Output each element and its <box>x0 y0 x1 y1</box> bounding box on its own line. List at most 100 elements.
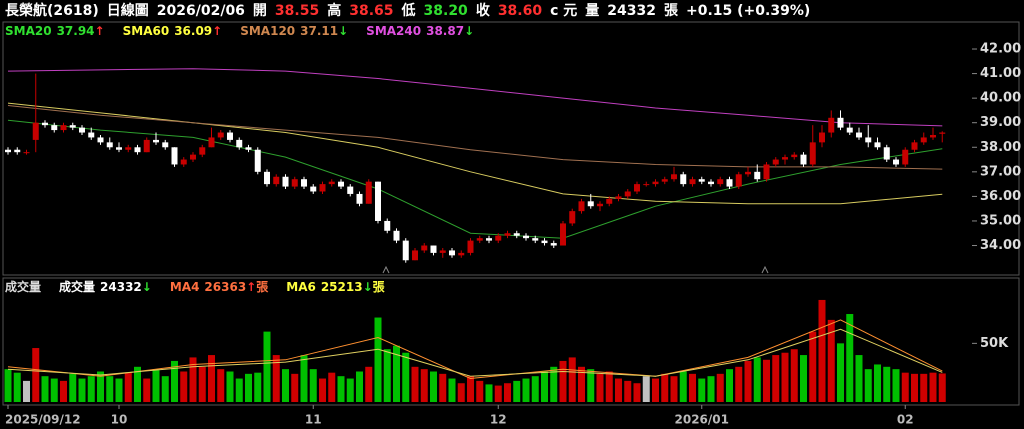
ma-line <box>7 68 943 127</box>
volume-bar <box>883 366 891 402</box>
volume-bar <box>624 380 632 402</box>
legend-value: 37.11 <box>300 24 338 38</box>
volume-bar <box>198 366 206 402</box>
y-tick-label: 42.00 <box>980 42 1021 57</box>
header-item: 38.65 <box>349 3 393 19</box>
header-item: 日線圖 <box>107 2 149 19</box>
candle-body <box>661 179 668 182</box>
legend: SMA20 37.94↑ SMA60 36.09↑ SMA120 37.11↓ SMA240… <box>5 24 474 38</box>
volume-bar <box>763 359 770 402</box>
y-tick-label: 41.00 <box>980 66 1021 81</box>
volume-bar <box>272 355 280 402</box>
volume-bar <box>78 378 86 402</box>
legend-name: SMA60 <box>123 24 170 38</box>
candle-body <box>375 181 381 221</box>
volume-bar <box>513 380 521 402</box>
ma-line <box>7 105 943 170</box>
candle-body <box>430 245 437 253</box>
volume-bar <box>929 372 937 402</box>
volume-bar <box>245 373 252 402</box>
volume-bar <box>837 343 844 402</box>
legend-name: SMA20 <box>5 24 52 38</box>
volume-bar <box>642 376 650 402</box>
volume-bar <box>661 373 669 402</box>
candle-body <box>763 164 770 180</box>
candle-body <box>310 186 317 192</box>
legend-value: 38.87 <box>426 24 464 38</box>
candle-body <box>846 127 853 133</box>
candle-body <box>301 179 307 187</box>
candle-body <box>819 132 825 143</box>
volume-bar <box>328 372 336 402</box>
legend-value: 26363 <box>204 280 246 294</box>
candle-body <box>217 132 224 138</box>
x-tick-label: 10 <box>111 413 128 427</box>
legend-value: 25213 <box>321 280 363 294</box>
price-panel <box>2 21 1020 276</box>
candle-body <box>541 240 548 244</box>
candle-body <box>800 154 807 165</box>
header-item: 38.55 <box>275 3 319 19</box>
candle-body <box>42 122 48 126</box>
candle-body <box>116 147 122 150</box>
volume-bar <box>124 372 132 402</box>
candle-body <box>754 171 761 180</box>
candle-body <box>745 171 751 175</box>
volume-panel <box>2 277 1020 406</box>
candle-body <box>51 125 58 131</box>
volume-bar <box>180 371 188 402</box>
volume-bar <box>13 372 21 402</box>
candle-body <box>384 220 391 231</box>
volume-bar <box>504 383 511 402</box>
legend-name: 成交量 <box>59 279 95 294</box>
candle-body <box>550 243 557 246</box>
candle-body <box>273 176 280 185</box>
volume-bar <box>226 371 234 402</box>
volume-bar <box>874 364 881 402</box>
candle-body <box>245 147 252 150</box>
candle-body <box>14 149 21 153</box>
candle-body <box>532 238 539 241</box>
volume-bar <box>235 378 243 402</box>
legend-arrow: ↓ <box>338 24 348 38</box>
candle-body <box>930 134 936 138</box>
candle-body <box>439 250 446 253</box>
candle-body <box>365 181 372 204</box>
volume-bar <box>439 373 447 402</box>
volume-bar <box>596 373 604 402</box>
candle-body <box>486 238 492 241</box>
volume-bar <box>69 373 77 402</box>
candle-body <box>236 139 243 148</box>
volume-bar <box>476 380 484 402</box>
volume-bar <box>818 299 826 402</box>
volume-bar <box>846 314 854 402</box>
header-item: 38.20 <box>424 3 469 19</box>
candle-body <box>291 179 298 187</box>
header-item: 量 <box>585 3 599 19</box>
volume-bar <box>485 384 493 402</box>
candle-body <box>476 238 483 241</box>
volume-bar <box>689 373 696 402</box>
volume-bar <box>448 378 456 402</box>
volume-bar <box>587 369 595 402</box>
candle-body <box>338 181 344 187</box>
volume-bar <box>189 357 197 402</box>
volume-bar <box>790 349 798 402</box>
candle-body <box>809 142 816 165</box>
candle-body <box>190 154 196 160</box>
volume-bar <box>356 371 363 402</box>
candle-body <box>615 196 622 199</box>
legend-arrow: ↑ <box>212 24 222 38</box>
volume-bar <box>494 385 502 402</box>
volume-bar <box>254 372 262 402</box>
x-tick-label: 02 <box>897 413 914 427</box>
x-tick-label: 11 <box>305 413 322 427</box>
candle-body <box>513 233 520 236</box>
candle-body <box>5 149 11 153</box>
candle-body <box>134 147 141 153</box>
legend-arrow: ↓ <box>363 280 373 294</box>
candle-body <box>634 184 640 192</box>
candle-body <box>393 230 400 241</box>
volume-bar <box>800 355 807 402</box>
